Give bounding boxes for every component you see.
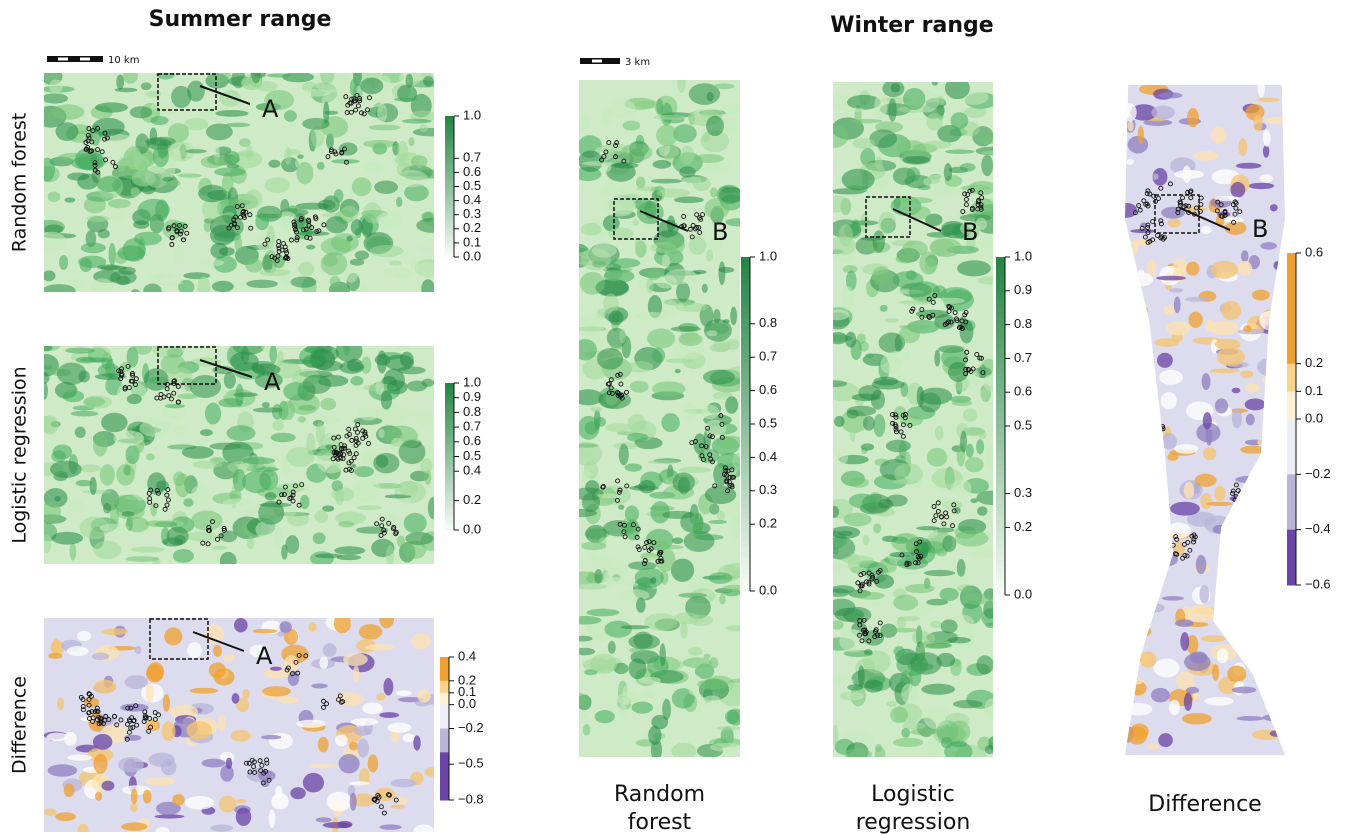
colorbar-tick-label: 0.3: [759, 482, 777, 497]
colorbar-tick-label: 0.5: [1014, 417, 1032, 432]
colorbar-tick-label: 0.0: [1014, 586, 1032, 601]
colorbar-tick-label: 0.9: [1014, 282, 1032, 297]
colorbar-tick-label: 0.2: [463, 220, 481, 235]
colorbar-tick-label: 0.8: [463, 404, 481, 419]
colorbar-tick-label: 0.6: [1014, 384, 1032, 399]
column-label: Difference: [1148, 792, 1261, 817]
colorbar-tick-label: −0.4: [1305, 521, 1331, 536]
colorbar-tick-label: 0.5: [463, 448, 481, 463]
colorbar: 1.0 0.9 0.8 0.7 0.6 0.5 0.3 0.2 0.0: [996, 248, 1032, 601]
colorbar: 0.6 0.2 0.1 0.0 −0.2 −0.4 −0.6: [1287, 244, 1331, 591]
colorbar-tick-label: 0.9: [463, 389, 481, 404]
colorbar: 1.00.90.80.70.60.50.4 0.2 0.0: [445, 374, 481, 536]
callout-label: A: [264, 368, 281, 396]
colorbar: 1.0 0.8 0.7 0.6 0.5 0.4 0.3 0.2 0.0: [741, 248, 777, 597]
colorbar-tick-label: 1.0: [463, 374, 481, 389]
colorbar-tick-label: 0.0: [463, 248, 481, 263]
column-label: regression: [856, 810, 971, 835]
callout-label: B: [1252, 215, 1268, 243]
summer-title: Summer range: [149, 7, 332, 32]
callout-label: A: [256, 642, 273, 670]
figure: Summer range Winter range 10 km 3 km Ran…: [0, 0, 1354, 835]
winter-title: Winter range: [830, 13, 993, 38]
colorbar-tick-label: 0.1: [1305, 383, 1323, 398]
colorbar-tick-label: 0.4: [759, 449, 777, 464]
colorbar-tick-label: 0.8: [1014, 316, 1032, 331]
map: [566, 71, 754, 762]
summer-scale-bar: [47, 56, 103, 62]
colorbar-tick-label: 0.0: [458, 696, 476, 711]
colorbar-tick-label: 0.3: [1014, 485, 1032, 500]
colorbar-tick-label: 0.6: [759, 382, 777, 397]
colorbar-tick-label: 0.1: [463, 234, 481, 249]
colorbar-tick-label: −0.5: [458, 756, 484, 771]
colorbar: 0.40.20.10.0−0.2−0.5−0.8: [440, 648, 484, 806]
colorbar-tick-label: 0.2: [1014, 519, 1032, 534]
winter-scale-label: 3 km: [625, 57, 650, 68]
summer-scale-label: 10 km: [108, 55, 139, 66]
colorbar-tick-label: 0.7: [1014, 350, 1032, 365]
winter-scale-bar: [580, 58, 620, 64]
colorbar-tick-label: 0.4: [458, 648, 476, 663]
colorbar-tick-label: 0.5: [759, 415, 777, 430]
colorbar-tick-label: 0.0: [759, 582, 777, 597]
colorbar-tick-label: 0.4: [463, 192, 481, 207]
colorbar-tick-label: 0.6: [1305, 244, 1323, 259]
colorbar-tick-label: 0.7: [759, 349, 777, 364]
colorbar-tick-label: 0.2: [463, 492, 481, 507]
colorbar-tick-label: 1.0: [759, 248, 777, 263]
colorbar-tick-label: −0.6: [1305, 576, 1331, 591]
colorbar-tick-label: 0.2: [759, 516, 777, 531]
colorbar-tick-label: −0.2: [1305, 466, 1331, 481]
callout-label: B: [712, 218, 728, 246]
colorbar-tick-label: 0.2: [1305, 355, 1323, 370]
colorbar-tick-label: 1.0: [1014, 248, 1032, 263]
colorbar-tick-label: −0.8: [458, 791, 484, 806]
colorbar-tick-label: 0.8: [759, 315, 777, 330]
row-label: Logistic regression: [9, 366, 31, 543]
colorbar-tick-label: 0.4: [463, 463, 481, 478]
colorbar-tick-label: 0.6: [463, 433, 481, 448]
colorbar-tick-label: 0.0: [1305, 410, 1323, 425]
column-label: Logistic: [871, 782, 955, 807]
colorbar-tick-label: 0.6: [463, 164, 481, 179]
map: [1112, 78, 1295, 755]
callout-label: A: [262, 95, 279, 123]
colorbar-tick-label: 0.7: [463, 419, 481, 434]
colorbar: 1.0 0.70.60.50.40.30.20.10.0: [445, 107, 481, 263]
colorbar-tick-label: −0.2: [458, 720, 484, 735]
colorbar-tick-label: 0.5: [463, 178, 481, 193]
column-label: Random: [614, 782, 705, 807]
colorbar-tick-label: 0.7: [463, 150, 481, 165]
row-label: Difference: [9, 676, 31, 774]
colorbar-tick-label: 0.3: [463, 206, 481, 221]
map: [44, 609, 443, 835]
colorbar-tick-label: 0.0: [463, 521, 481, 536]
callout-label: B: [962, 218, 978, 246]
column-label: forest: [628, 810, 692, 835]
row-label: Random forest: [9, 113, 31, 252]
colorbar-tick-label: 1.0: [463, 107, 481, 122]
map: [819, 77, 1008, 769]
